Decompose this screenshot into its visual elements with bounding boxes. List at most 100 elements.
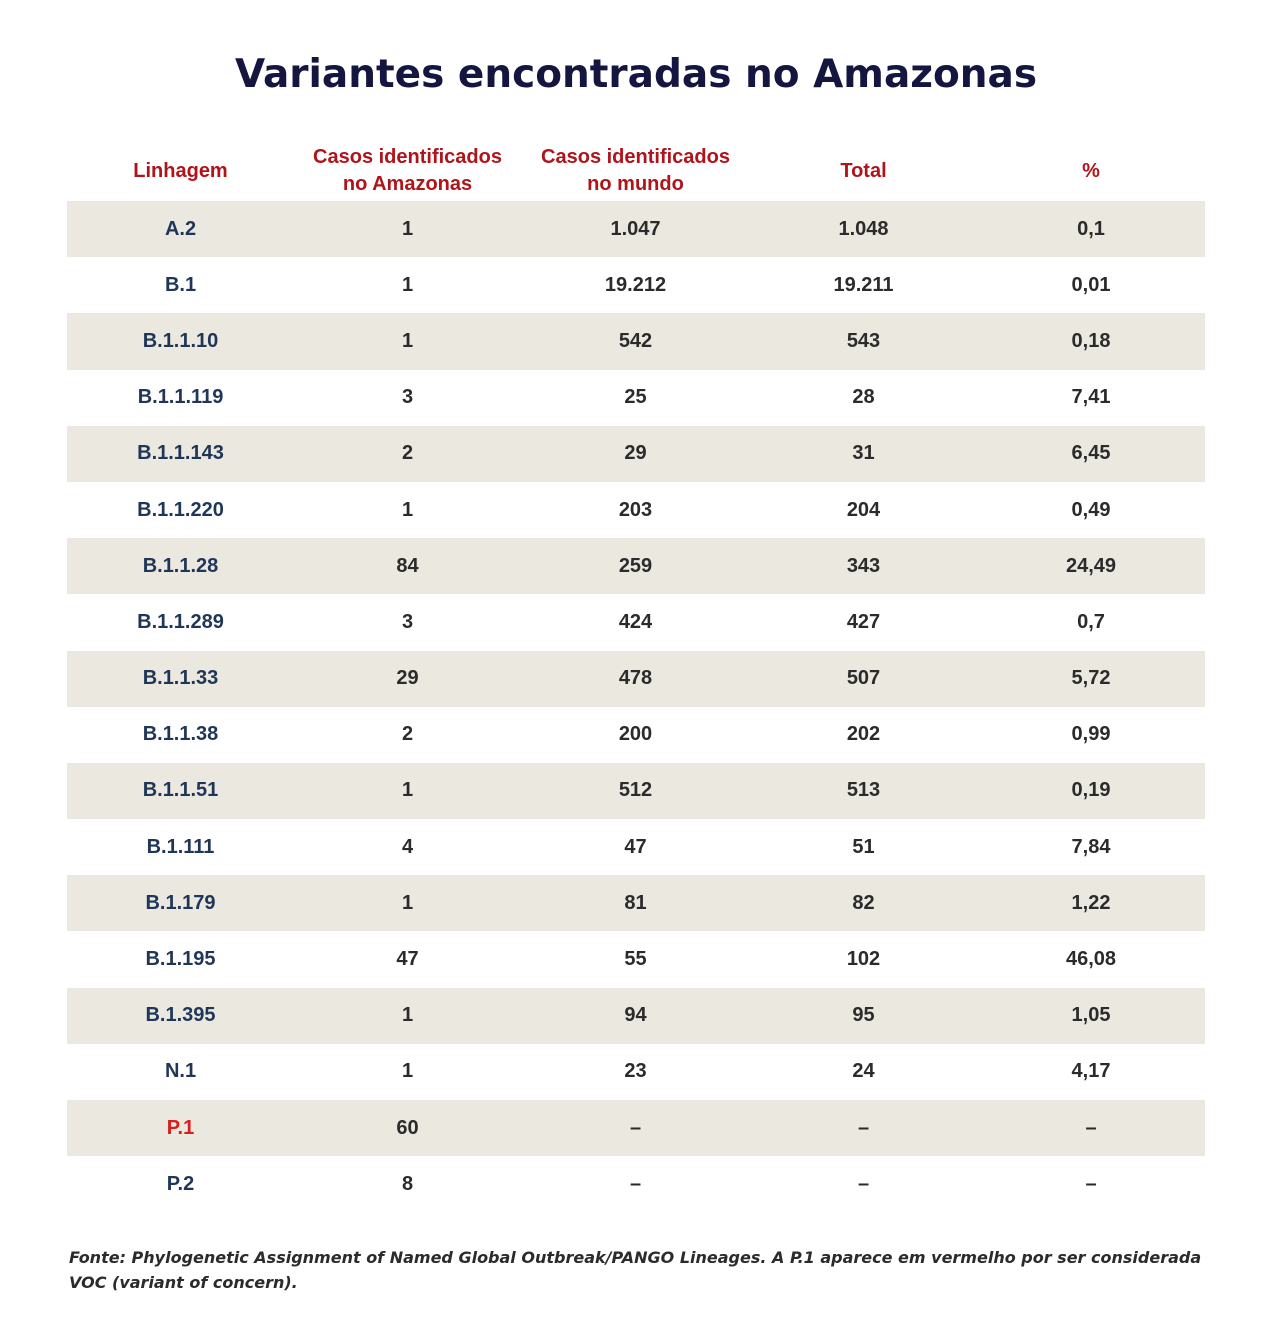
source-footnote: Fonte: Phylogenetic Assignment of Named … [69, 1248, 1202, 1292]
cell-casos-amazonas: 47 [396, 948, 419, 971]
table-row: B.1.111 4 47 51 7,84 [67, 819, 1205, 875]
cell-percent: 24,49 [1065, 554, 1117, 577]
header-casos-amazonas: Casos identificados no Amazonas [313, 146, 502, 195]
cell-casos-amazonas: 4 [401, 835, 414, 858]
cell-total: 343 [846, 554, 881, 577]
cell-total: – [857, 1172, 870, 1195]
header-total: Total [840, 159, 887, 182]
cell-percent: 0,99 [1071, 723, 1111, 746]
cell-linhagem: B.1.1.143 [137, 442, 224, 465]
table-row: B.1.1.10 1 542 543 0,18 [67, 313, 1205, 370]
header-linhagem: Linhagem [133, 159, 228, 182]
cell-casos-amazonas: 1 [401, 891, 414, 914]
cell-casos-mundo: 94 [624, 1004, 647, 1027]
table-row: B.1.179 1 81 82 1,22 [67, 875, 1205, 932]
header-casos-mundo: Casos identificados no mundo [541, 146, 730, 195]
table-row: B.1.1.51 1 512 513 0,19 [67, 762, 1205, 820]
cell-total: 95 [852, 1004, 875, 1027]
cell-casos-mundo: 1.047 [610, 217, 661, 240]
cell-percent: 7,41 [1071, 386, 1111, 409]
cell-linhagem: P.1 [166, 1116, 195, 1139]
cell-total: 1.048 [838, 217, 889, 240]
cell-total: 28 [852, 386, 875, 409]
variants-table: Linhagem Casos identificados no Amazonas… [67, 141, 1205, 1212]
cell-percent: 1,05 [1071, 1004, 1111, 1027]
cell-percent: 0,7 [1077, 610, 1105, 633]
cell-linhagem: B.1.179 [145, 891, 216, 914]
cell-casos-mundo: 81 [624, 891, 647, 914]
cell-percent: 0,18 [1071, 329, 1111, 352]
cell-linhagem: B.1.195 [145, 948, 216, 971]
table-row: B.1.1.119 3 25 28 7,41 [67, 370, 1205, 426]
table-row: B.1.1.28 84 259 343 24,49 [67, 538, 1205, 595]
table-header: Linhagem Casos identificados no Amazonas… [67, 141, 1205, 201]
cell-casos-mundo: 200 [618, 723, 653, 746]
table-row: A.2 1 1.047 1.048 0,1 [67, 201, 1205, 258]
cell-total: 513 [846, 779, 881, 802]
cell-casos-mundo: 47 [624, 835, 647, 858]
cell-linhagem: B.1.1.289 [137, 610, 224, 633]
cell-linhagem: B.1.1.119 [137, 386, 224, 409]
cell-casos-amazonas: 1 [401, 217, 414, 240]
cell-total: 202 [846, 723, 881, 746]
cell-percent: – [1085, 1172, 1097, 1195]
cell-casos-amazonas: 1 [401, 498, 414, 521]
cell-casos-amazonas: 29 [396, 667, 419, 690]
cell-casos-mundo: 23 [624, 1060, 647, 1083]
cell-total: 427 [846, 610, 881, 633]
cell-casos-amazonas: 3 [401, 610, 414, 633]
cell-casos-mundo: 29 [624, 442, 647, 465]
cell-casos-amazonas: 8 [401, 1172, 414, 1195]
table-body: A.2 1 1.047 1.048 0,1 B.1 1 19.212 19.211 0,01 B.1… [67, 201, 1205, 1212]
cell-linhagem: B.1.111 [146, 835, 215, 858]
cell-casos-amazonas: 1 [401, 329, 414, 352]
cell-linhagem: B.1 [164, 273, 197, 296]
table-row: P.2 8 – – – [67, 1156, 1205, 1212]
page-title: Variantes encontradas no Amazonas [234, 52, 1038, 97]
table-row: B.1.395 1 94 95 1,05 [67, 987, 1205, 1044]
cell-percent: 4,17 [1071, 1060, 1111, 1083]
cell-percent: 0,19 [1071, 779, 1111, 802]
cell-total: 51 [852, 835, 875, 858]
table-row: B.1.1.289 3 424 427 0,7 [67, 594, 1205, 650]
cell-total: – [857, 1116, 870, 1139]
cell-percent: 7,84 [1071, 835, 1111, 858]
cell-casos-mundo: 25 [624, 386, 647, 409]
table-row: B.1 1 19.212 19.211 0,01 [67, 257, 1205, 313]
table-row: B.1.1.38 2 200 202 0,99 [67, 707, 1205, 763]
cell-casos-amazonas: 2 [401, 723, 414, 746]
cell-total: 507 [846, 667, 881, 690]
cell-total: 543 [846, 329, 881, 352]
cell-percent: 0,49 [1071, 498, 1111, 521]
cell-total: 204 [846, 498, 881, 521]
cell-total: 31 [852, 442, 875, 465]
cell-total: 82 [852, 891, 875, 914]
cell-casos-mundo: – [629, 1116, 642, 1139]
cell-total: 102 [846, 948, 881, 971]
cell-casos-mundo: 259 [618, 554, 653, 577]
cell-casos-mundo: 478 [618, 667, 653, 690]
cell-percent: 0,1 [1077, 217, 1105, 240]
cell-linhagem: N.1 [164, 1060, 197, 1083]
table-row: P.1 60 – – – [67, 1100, 1205, 1157]
table-row: B.1.1.143 2 29 31 6,45 [67, 425, 1205, 482]
cell-casos-amazonas: 1 [401, 1004, 414, 1027]
cell-percent: – [1085, 1116, 1097, 1139]
header-percent: % [1082, 159, 1100, 182]
table-row: N.1 1 23 24 4,17 [67, 1044, 1205, 1100]
cell-casos-amazonas: 60 [396, 1116, 419, 1139]
cell-linhagem: B.1.395 [145, 1004, 216, 1027]
table-row: B.1.1.220 1 203 204 0,49 [67, 482, 1205, 538]
cell-percent: 5,72 [1071, 667, 1111, 690]
cell-total: 19.211 [833, 273, 894, 296]
cell-linhagem: A.2 [164, 217, 197, 240]
table-row: B.1.1.33 29 478 507 5,72 [67, 650, 1205, 707]
cell-percent: 6,45 [1071, 442, 1111, 465]
cell-total: 24 [852, 1060, 875, 1083]
cell-linhagem: B.1.1.38 [142, 723, 219, 746]
cell-casos-mundo: 203 [618, 498, 653, 521]
cell-casos-mundo: 512 [618, 779, 653, 802]
cell-casos-amazonas: 84 [396, 554, 419, 577]
cell-linhagem: P.2 [166, 1172, 195, 1195]
cell-casos-mundo: 424 [618, 610, 653, 633]
